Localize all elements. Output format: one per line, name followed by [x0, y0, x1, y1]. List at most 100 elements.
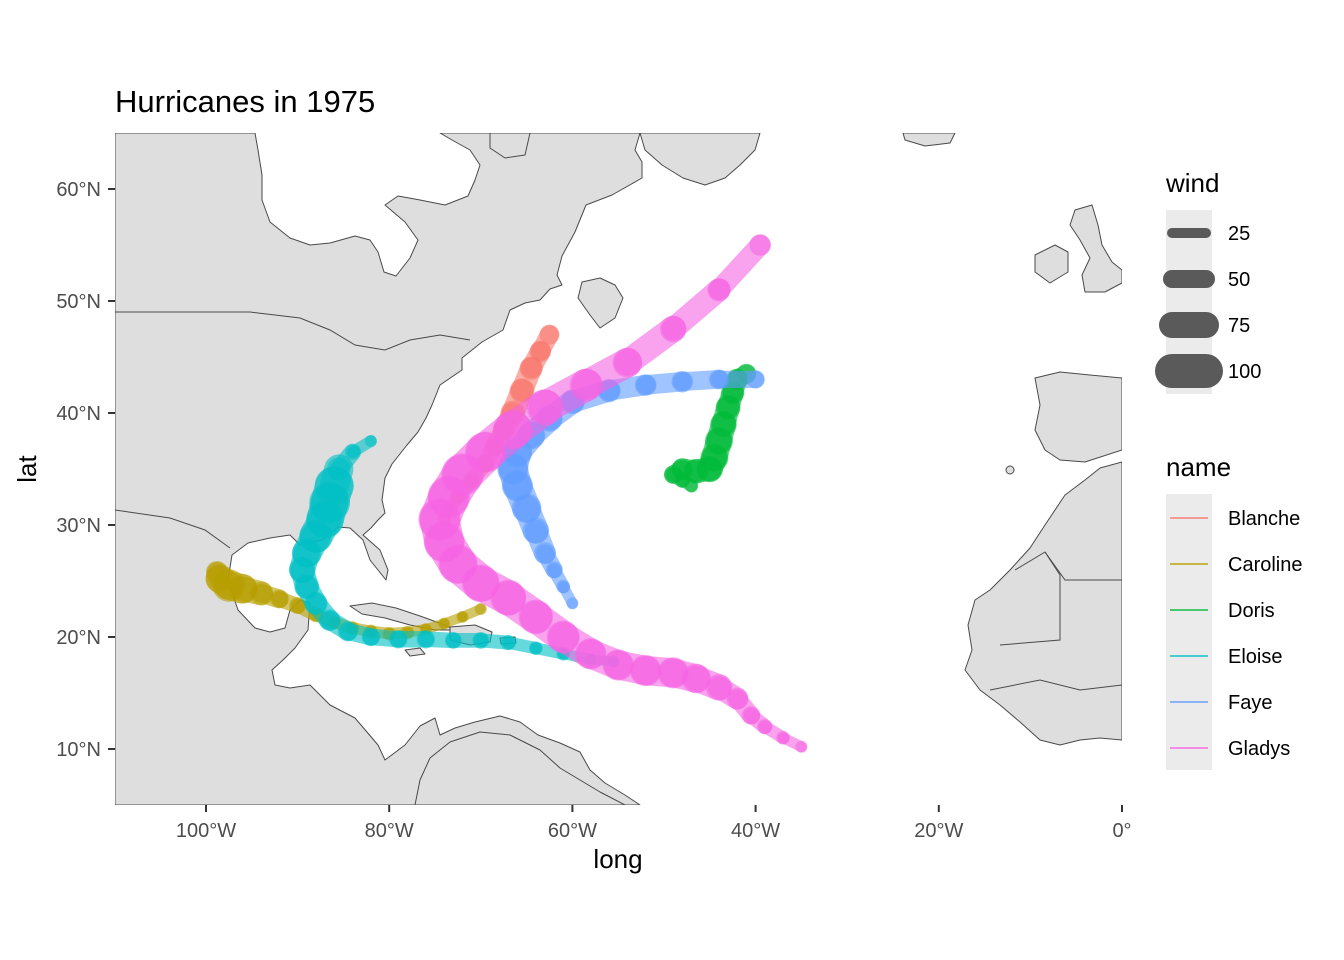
track-point: [539, 324, 560, 345]
track-point: [749, 234, 771, 256]
track-gladys: [418, 234, 808, 753]
x-tick-label: 20°W: [914, 820, 963, 842]
track-point: [490, 579, 527, 616]
track-point: [705, 674, 733, 701]
name-legend-label: Faye: [1228, 692, 1272, 714]
x-tick-label: 40°W: [731, 820, 780, 842]
track-point: [612, 347, 643, 378]
x-axis-title: long: [593, 844, 642, 874]
y-axis: 10°N 20°N 30°N 40°N 50°N 60°N: [56, 179, 115, 761]
track-point: [270, 589, 289, 609]
ireland-landmass: [1034, 244, 1069, 284]
track-point: [519, 356, 543, 380]
track-point: [546, 620, 580, 654]
newfoundland-landmass: [577, 277, 624, 329]
south-america-landmass: [414, 731, 626, 805]
track-point: [708, 369, 729, 390]
track-point: [526, 389, 563, 426]
track-point: [337, 621, 358, 642]
track-point: [509, 378, 535, 403]
track-point: [472, 631, 490, 649]
name-legend: name Blanche Caroline Doris Eloise Faye Glady…: [1166, 452, 1302, 770]
track-point: [726, 687, 749, 710]
track-point: [795, 740, 808, 753]
track-point: [741, 706, 761, 725]
track-point: [456, 610, 469, 623]
track-point: [566, 597, 579, 610]
track-point: [206, 562, 227, 583]
track-point: [327, 457, 351, 481]
y-tick-label: 10°N: [56, 739, 101, 761]
track-point: [518, 599, 553, 635]
track-point: [474, 603, 487, 615]
track-point: [522, 517, 549, 544]
track-point: [438, 617, 451, 630]
track-point: [545, 561, 563, 579]
map-panel: [115, 133, 1122, 805]
africa-border-2: [999, 551, 1061, 646]
wind-legend-title: wind: [1165, 168, 1219, 198]
name-legend-key-background: [1166, 494, 1212, 770]
track-point: [528, 641, 543, 655]
track-point: [569, 368, 603, 402]
canary-island: [1005, 465, 1015, 475]
us-mexico-border: [115, 509, 231, 549]
land-layer: [115, 133, 1122, 805]
x-tick-label: 100°W: [176, 820, 236, 842]
track-point: [776, 731, 790, 745]
name-legend-label: Doris: [1228, 600, 1275, 622]
y-tick-label: 20°N: [56, 627, 101, 649]
track-point: [681, 663, 711, 694]
track-point: [671, 370, 694, 393]
wind-legend: wind 25 50 75 100: [1155, 168, 1261, 394]
track-point: [534, 542, 556, 564]
y-tick-label: 50°N: [56, 291, 101, 313]
track-point: [602, 649, 634, 681]
track-point: [464, 431, 506, 473]
track-point: [289, 597, 306, 615]
wind-legend-entries: 25 50 75 100: [1155, 223, 1261, 388]
greenland-landmass: [639, 133, 761, 186]
track-point: [707, 278, 731, 302]
africa-border-3: [989, 679, 1122, 691]
chart-title: Hurricanes in 1975: [115, 84, 375, 119]
north-america-landmass: [115, 133, 643, 805]
track-point: [556, 579, 571, 594]
y-tick-label: 40°N: [56, 403, 101, 425]
track-point: [493, 410, 533, 450]
track-point: [389, 630, 408, 649]
name-legend-title: name: [1166, 452, 1231, 482]
track-point: [657, 657, 689, 689]
x-tick-label: 60°W: [548, 820, 597, 842]
track-point: [318, 609, 341, 631]
arctic-island-landmass: [489, 133, 531, 159]
track-point: [361, 627, 381, 647]
track-point: [634, 374, 657, 396]
iberia-landmass: [1034, 371, 1122, 463]
name-legend-label: Gladys: [1228, 738, 1290, 760]
track-point: [659, 315, 687, 343]
y-tick-label: 30°N: [56, 515, 101, 537]
y-axis-title: lat: [12, 454, 42, 482]
x-tick-label: 80°W: [365, 820, 414, 842]
y-tick-label: 60°N: [56, 179, 101, 201]
name-legend-label: Blanche: [1228, 508, 1300, 530]
track-point: [444, 631, 462, 649]
us-canada-border: [115, 311, 471, 351]
track-point: [364, 435, 377, 447]
x-axis: 100°W 80°W 60°W 40°W 20°W 0°: [176, 805, 1132, 842]
africa-landmass: [964, 461, 1122, 746]
name-legend-entries: Blanche Caroline Doris Eloise Faye Gladys: [1170, 508, 1302, 760]
wind-legend-label: 100: [1228, 361, 1261, 383]
hurricane-tracks-layer: [205, 234, 808, 753]
wind-legend-label: 50: [1228, 269, 1250, 291]
track-point: [757, 719, 773, 735]
iceland-landmass: [902, 133, 956, 147]
british-isles-landmass: [1069, 204, 1122, 293]
track-point: [575, 638, 607, 670]
track-point: [630, 655, 662, 687]
jamaica-landmass: [404, 647, 426, 657]
wind-legend-label: 25: [1228, 223, 1250, 245]
wind-legend-label: 75: [1228, 315, 1250, 337]
